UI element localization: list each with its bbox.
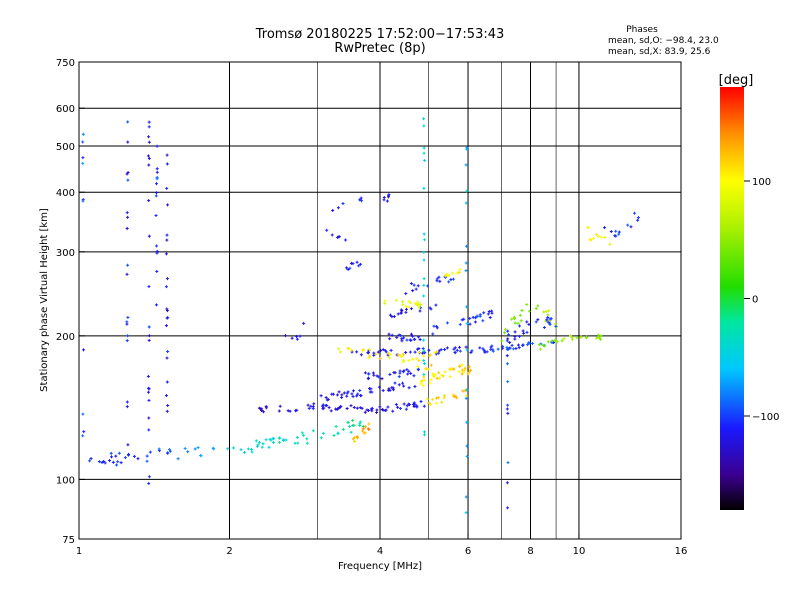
y-tick-label: 500 bbox=[56, 142, 75, 153]
x-tick-label: 1 bbox=[76, 546, 82, 557]
x-tick-label: 4 bbox=[377, 546, 383, 557]
phase-colorbar bbox=[720, 87, 744, 510]
colorbar-tick-label: 100 bbox=[752, 177, 771, 188]
grid-lines bbox=[79, 62, 681, 539]
y-tick-label: 600 bbox=[56, 104, 75, 115]
x-tick-label: 16 bbox=[675, 546, 688, 557]
colorbar-label: [deg] bbox=[719, 73, 754, 88]
y-tick-label: 100 bbox=[56, 475, 75, 486]
y-tick-label: 75 bbox=[62, 535, 75, 546]
colorbar-tick-label: 0 bbox=[752, 295, 758, 306]
x-axis-label: Frequency [MHz] bbox=[338, 561, 422, 572]
x-tick-label: 10 bbox=[573, 546, 586, 557]
x-axis: 1 2 4 6 8 10 16 bbox=[76, 533, 688, 557]
y-tick-label: 400 bbox=[56, 188, 75, 199]
stats-o-mode: mean, sd,O: −98.4, 23.0 bbox=[608, 36, 719, 46]
data-points bbox=[81, 117, 640, 515]
plot-area: 1 2 4 6 8 10 16 75 100 200 300 400 500 600 750 bbox=[56, 58, 687, 557]
x-tick-label: 8 bbox=[527, 546, 533, 557]
x-tick-label: 2 bbox=[226, 546, 232, 557]
y-tick-label: 200 bbox=[56, 332, 75, 343]
y-tick-label: 300 bbox=[56, 248, 75, 259]
chart-subtitle: RwPretec (8p) bbox=[334, 41, 425, 56]
y-axis: 75 100 200 300 400 500 600 750 bbox=[56, 58, 85, 546]
y-tick-label: 750 bbox=[56, 58, 75, 69]
stats-x-mode: mean, sd,X: 83.9, 25.6 bbox=[608, 47, 711, 57]
colorbar-tick-label: −100 bbox=[752, 412, 779, 423]
chart-title: Tromsø 20180225 17:52:00−17:53:43 bbox=[255, 27, 505, 42]
colorbar-ticks: 100 0 −100 bbox=[744, 177, 779, 423]
x-tick-label: 6 bbox=[465, 546, 471, 557]
y-axis-label: Stationary phase Virtual Height [km] bbox=[39, 208, 50, 392]
stats-heading: Phases bbox=[626, 25, 658, 35]
